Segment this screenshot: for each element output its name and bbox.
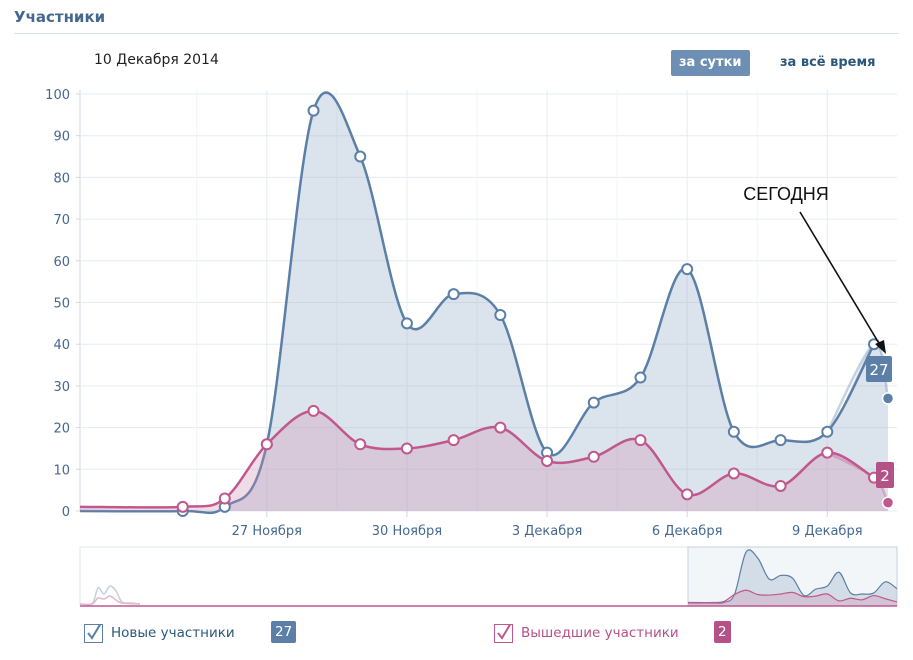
period-all-time-button[interactable]: за всё время: [780, 55, 876, 70]
checkmark-icon: [87, 622, 102, 640]
members-today-point: [881, 392, 895, 405]
y-tick-label: 60: [53, 255, 70, 270]
left-members-area: [80, 410, 888, 511]
members-point: [494, 309, 507, 322]
left-members-point: [634, 434, 647, 447]
members-today-badge: [866, 356, 892, 382]
x-tick-label: 9 Декабря: [792, 524, 862, 539]
left-members-point: [354, 438, 367, 451]
members-point: [307, 104, 320, 117]
members-point: [774, 434, 787, 447]
today-annotation-label: СЕГОДНЯ: [743, 184, 829, 204]
checkmark-icon: [497, 622, 512, 640]
left-members-point: [447, 434, 460, 447]
members-point: [400, 317, 413, 330]
period-day-button[interactable]: за сутки: [671, 50, 750, 76]
left-members-point: [494, 421, 507, 434]
members-overview-line: [687, 549, 898, 604]
section-title: Участники: [14, 8, 106, 26]
left-members-point: [218, 492, 231, 505]
left-members-point: [681, 488, 694, 501]
members-checkbox[interactable]: [84, 622, 103, 643]
left-members-today-point: [881, 496, 895, 509]
x-tick-label: 3 Декабря: [512, 524, 582, 539]
left-members-point: [587, 450, 600, 463]
members-count-badge: 27: [271, 621, 297, 643]
y-tick-label: 0: [62, 505, 70, 520]
members-point: [727, 425, 740, 438]
members-point: [634, 371, 647, 384]
members-legend-label[interactable]: Новые участники: [111, 625, 235, 641]
y-tick-label: 30: [53, 380, 70, 395]
y-tick-label: 100: [45, 88, 70, 103]
left-today-badge-value: 2: [880, 467, 890, 485]
left-members-overview-area: [688, 590, 897, 606]
y-tick-label: 50: [53, 297, 70, 312]
y-tick-label: 40: [53, 338, 70, 353]
x-tick-label: 30 Ноября: [372, 524, 442, 539]
members-area: [80, 92, 888, 513]
y-tick-label: 80: [53, 171, 70, 186]
x-tick-label: 27 Ноября: [232, 524, 302, 539]
left-members-point: [541, 454, 554, 467]
y-tick-label: 10: [53, 463, 70, 478]
left-members-point: [307, 404, 320, 417]
today-arrow-line: [799, 211, 884, 351]
members-point: [447, 288, 460, 301]
header-divider: [14, 33, 899, 34]
left-members-point: [176, 500, 189, 513]
y-tick-label: 70: [53, 213, 70, 228]
members-point: [354, 150, 367, 163]
y-tick-label: 90: [53, 130, 70, 145]
members-point: [587, 396, 600, 409]
left-members-legend-label[interactable]: Вышедшие участники: [521, 625, 679, 641]
left-members-point: [774, 479, 787, 492]
left-members-overview-line: [687, 589, 898, 604]
left-members-point: [260, 438, 273, 451]
left-members-point: [727, 467, 740, 480]
y-tick-label: 20: [53, 422, 70, 437]
members-today-badge-value: 27: [869, 361, 888, 379]
today-arrow-head: [875, 340, 886, 354]
members-point: [681, 263, 694, 276]
left-members-point: [821, 446, 834, 459]
x-tick-label: 6 Декабря: [652, 524, 722, 539]
members-point: [821, 425, 834, 438]
left-today-badge: [876, 462, 894, 488]
date-label: 10 Декабря 2014: [94, 52, 219, 68]
left-count-badge: 2: [714, 621, 731, 643]
left-members-point: [400, 442, 413, 455]
left-members-checkbox[interactable]: [494, 622, 513, 643]
overview-history-left-line: [79, 595, 141, 606]
overview-selection: [687, 546, 898, 607]
